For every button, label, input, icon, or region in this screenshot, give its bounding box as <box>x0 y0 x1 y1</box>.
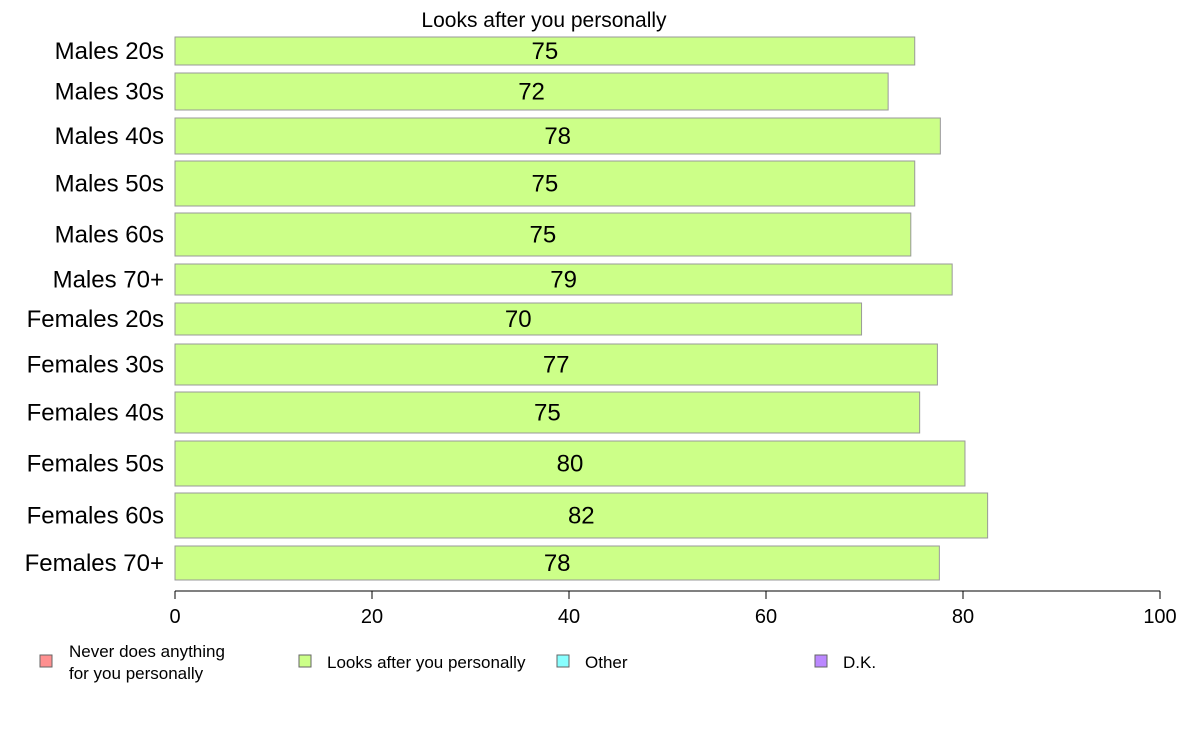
x-tick-label: 100 <box>1143 606 1176 628</box>
bar-males-50s <box>174 160 916 207</box>
category-label: Males 40s <box>55 123 164 150</box>
bar-females-40s <box>174 391 921 434</box>
chart-title: Looks after you personally <box>421 9 667 32</box>
value-label: 78 <box>544 123 571 150</box>
category-label: Males 60s <box>55 222 164 249</box>
value-label: 72 <box>518 79 545 106</box>
legend-swatch <box>814 654 828 668</box>
bars: Males 20s 75 Males 30s 72 Males 40s 78 Males 5… <box>25 36 989 581</box>
x-tick-label: 60 <box>755 606 777 628</box>
bar-females-20s <box>174 302 863 336</box>
bar-males-60s <box>174 212 912 257</box>
bar-females-70- <box>174 545 940 581</box>
value-label: 82 <box>568 503 595 530</box>
legend-swatch <box>556 654 570 668</box>
value-label: 80 <box>557 451 584 478</box>
x-tick-label: 0 <box>169 606 180 628</box>
category-label: Females 50s <box>27 451 164 478</box>
legend-label: D.K. <box>843 653 876 672</box>
bar-females-30s <box>174 343 938 386</box>
category-label: Females 20s <box>27 306 164 333</box>
bar-males-70- <box>174 263 953 296</box>
legend-swatch <box>298 654 312 668</box>
value-label: 77 <box>543 352 570 379</box>
value-label: 75 <box>532 38 559 65</box>
x-tick-label: 20 <box>361 606 383 628</box>
category-label: Females 40s <box>27 400 164 427</box>
legend-swatch <box>39 654 53 668</box>
x-tick-label: 80 <box>952 606 974 628</box>
value-label: 75 <box>530 222 557 249</box>
legend: Never does anything for you personally Loo… <box>39 642 876 683</box>
category-label: Females 30s <box>27 352 164 379</box>
legend-label: for you personally <box>69 664 204 683</box>
value-label: 70 <box>505 306 532 333</box>
legend-label: Looks after you personally <box>327 653 526 672</box>
value-label: 79 <box>550 267 577 294</box>
bar-males-20s <box>174 36 916 66</box>
value-label: 75 <box>532 171 559 198</box>
x-axis: 0 20 40 60 80 100 <box>169 590 1177 628</box>
x-tick-label: 40 <box>558 606 580 628</box>
value-label: 78 <box>544 550 571 577</box>
category-label: Males 70+ <box>53 267 164 294</box>
value-label: 75 <box>534 400 561 427</box>
category-label: Males 50s <box>55 171 164 198</box>
bar-females-60s <box>174 492 989 539</box>
category-label: Males 30s <box>55 79 164 106</box>
legend-label: Never does anything <box>69 642 225 661</box>
bar-males-30s <box>174 72 889 111</box>
category-label: Females 60s <box>27 503 164 530</box>
bar-females-50s <box>174 440 966 487</box>
category-label: Females 70+ <box>25 550 164 577</box>
legend-label: Other <box>585 653 628 672</box>
bar-males-40s <box>174 117 941 155</box>
category-label: Males 20s <box>55 38 164 65</box>
